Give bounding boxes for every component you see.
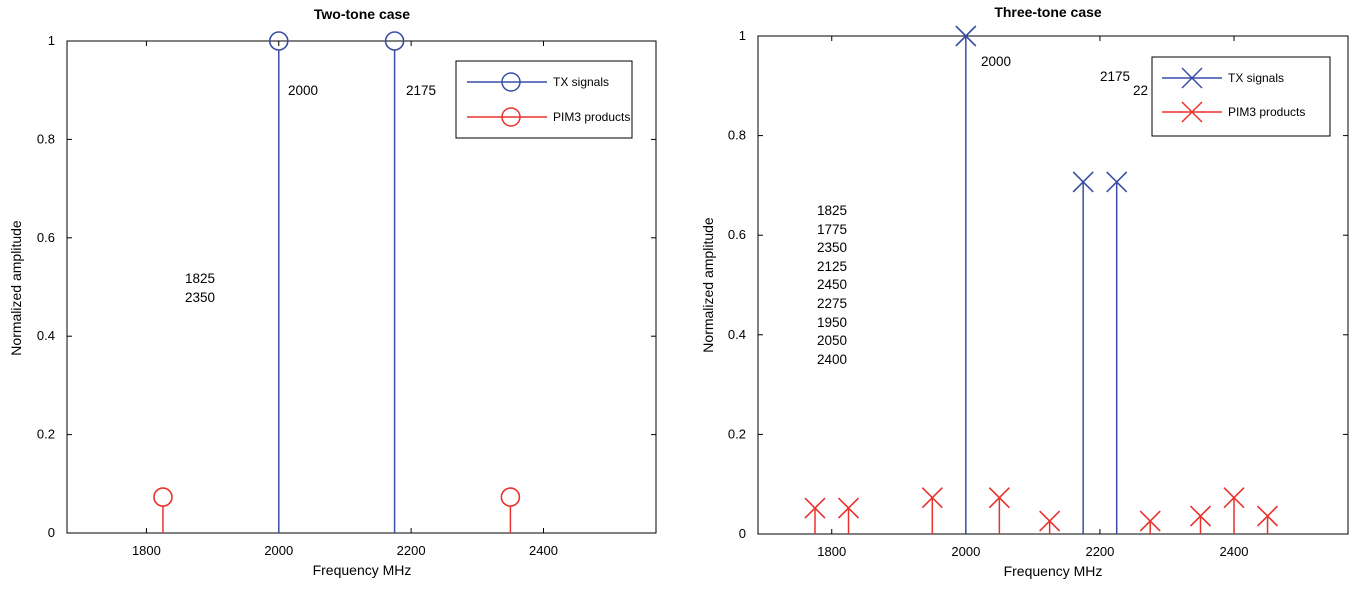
x-axis: 1800 2000 2200 2400	[132, 41, 558, 558]
plot-frame	[757, 35, 1349, 535]
annotation-label: 1825	[185, 271, 215, 286]
stem-marker-x	[1106, 171, 1128, 193]
legend-box	[1151, 56, 1331, 137]
y-axis-label: Normalized amplitude	[8, 220, 24, 356]
annotation-label: 2175	[406, 83, 436, 98]
legend-marker-x	[1181, 101, 1203, 123]
x-tick-label: 1800	[817, 544, 846, 559]
stem-marker-x	[1072, 171, 1094, 193]
y-tick-label: 0	[48, 525, 55, 540]
y-tick-label: 0.6	[37, 230, 55, 245]
stem-marker-x	[1039, 510, 1061, 532]
y-axis-label: Normalized amplitude	[700, 217, 716, 353]
x-tick-label: 2200	[1085, 544, 1114, 559]
y-tick-label: 0.2	[728, 426, 746, 441]
y-axis: 0 0.2 0.4 0.6 0.8 1	[37, 33, 656, 540]
y-axis: 0 0.2 0.4 0.6 0.8 1	[728, 28, 1348, 541]
stem-marker-x	[955, 25, 977, 47]
x-tick-label: 2200	[397, 543, 426, 558]
y-tick-label: 0.6	[728, 227, 746, 242]
stem-marker-circle	[384, 31, 405, 51]
legend-box	[455, 60, 633, 139]
annotation-label: 1825	[817, 203, 847, 218]
legend: TX signals PIM3 products	[1151, 56, 1331, 137]
legend-label: PIM3 products	[1228, 105, 1305, 119]
stem-marker-circle	[500, 487, 521, 507]
stem-marker-x	[1139, 510, 1161, 532]
data-series	[153, 31, 521, 533]
y-tick-label: 0.4	[37, 328, 55, 343]
annotation-label: 2000	[981, 54, 1011, 69]
y-tick-label: 1	[739, 28, 746, 43]
annotation-label: 2400	[817, 352, 847, 367]
legend-label: TX signals	[553, 75, 609, 89]
chart-title: Two-tone case	[314, 6, 410, 22]
stem-marker-x	[921, 487, 943, 509]
x-tick-label: 2000	[264, 543, 293, 558]
chart-title: Three-tone case	[994, 4, 1102, 20]
stem-marker-x	[988, 487, 1010, 509]
annotation-label: 22	[1133, 83, 1148, 98]
y-tick-label: 1	[48, 33, 55, 48]
chart-three-tone: Three-tone case 1800 2000 2200 2400 0 0.2 0.4…	[700, 4, 1349, 579]
stem-marker-x	[1223, 487, 1245, 509]
annotation-label: 2050	[817, 333, 847, 348]
annotation-label: 2450	[817, 277, 847, 292]
y-tick-label: 0.4	[728, 327, 746, 342]
stem-marker-circle	[268, 31, 289, 51]
legend-marker-x	[1181, 67, 1203, 89]
x-tick-label: 2400	[529, 543, 558, 558]
y-tick-label: 0.2	[37, 427, 55, 442]
y-tick-label: 0	[739, 526, 746, 541]
annotation-label: 1950	[817, 315, 847, 330]
x-tick-label: 2400	[1220, 544, 1249, 559]
annotation-label: 2275	[817, 296, 847, 311]
annotation-label: 1775	[817, 222, 847, 237]
y-tick-label: 0.8	[37, 131, 55, 146]
legend-label: TX signals	[1228, 71, 1284, 85]
annotation-label: 2350	[185, 290, 215, 305]
annotation-label: 2000	[288, 83, 318, 98]
legend-marker-circle	[501, 107, 521, 127]
x-tick-label: 1800	[132, 543, 161, 558]
annotation-label: 2175	[1100, 69, 1130, 84]
annotation-list: 1825 1775 2350 2125 2450 2275 1950 2050 …	[817, 203, 847, 367]
legend-label: PIM3 products	[553, 110, 630, 124]
legend: TX signals PIM3 products	[455, 60, 633, 139]
y-tick-label: 0.8	[728, 128, 746, 143]
stem-marker-x	[1189, 505, 1212, 527]
x-tick-label: 2000	[951, 544, 980, 559]
annotation-label: 2350	[817, 240, 847, 255]
stem-marker-x	[804, 497, 826, 519]
data-series	[804, 25, 1279, 534]
stem-marker-x	[837, 497, 860, 519]
x-axis-label: Frequency MHz	[1004, 563, 1103, 579]
x-axis: 1800 2000 2200 2400	[817, 36, 1248, 559]
legend-marker-circle	[501, 72, 521, 92]
x-axis-label: Frequency MHz	[313, 562, 412, 578]
stem-marker-circle	[153, 487, 173, 507]
annotation-label: 2125	[817, 259, 847, 274]
plot-frame	[66, 40, 657, 534]
stem-marker-x	[1256, 505, 1279, 527]
chart-two-tone: Two-tone case 1800 2000 2200 2400 0 0.2 0.4 0.…	[8, 6, 657, 578]
